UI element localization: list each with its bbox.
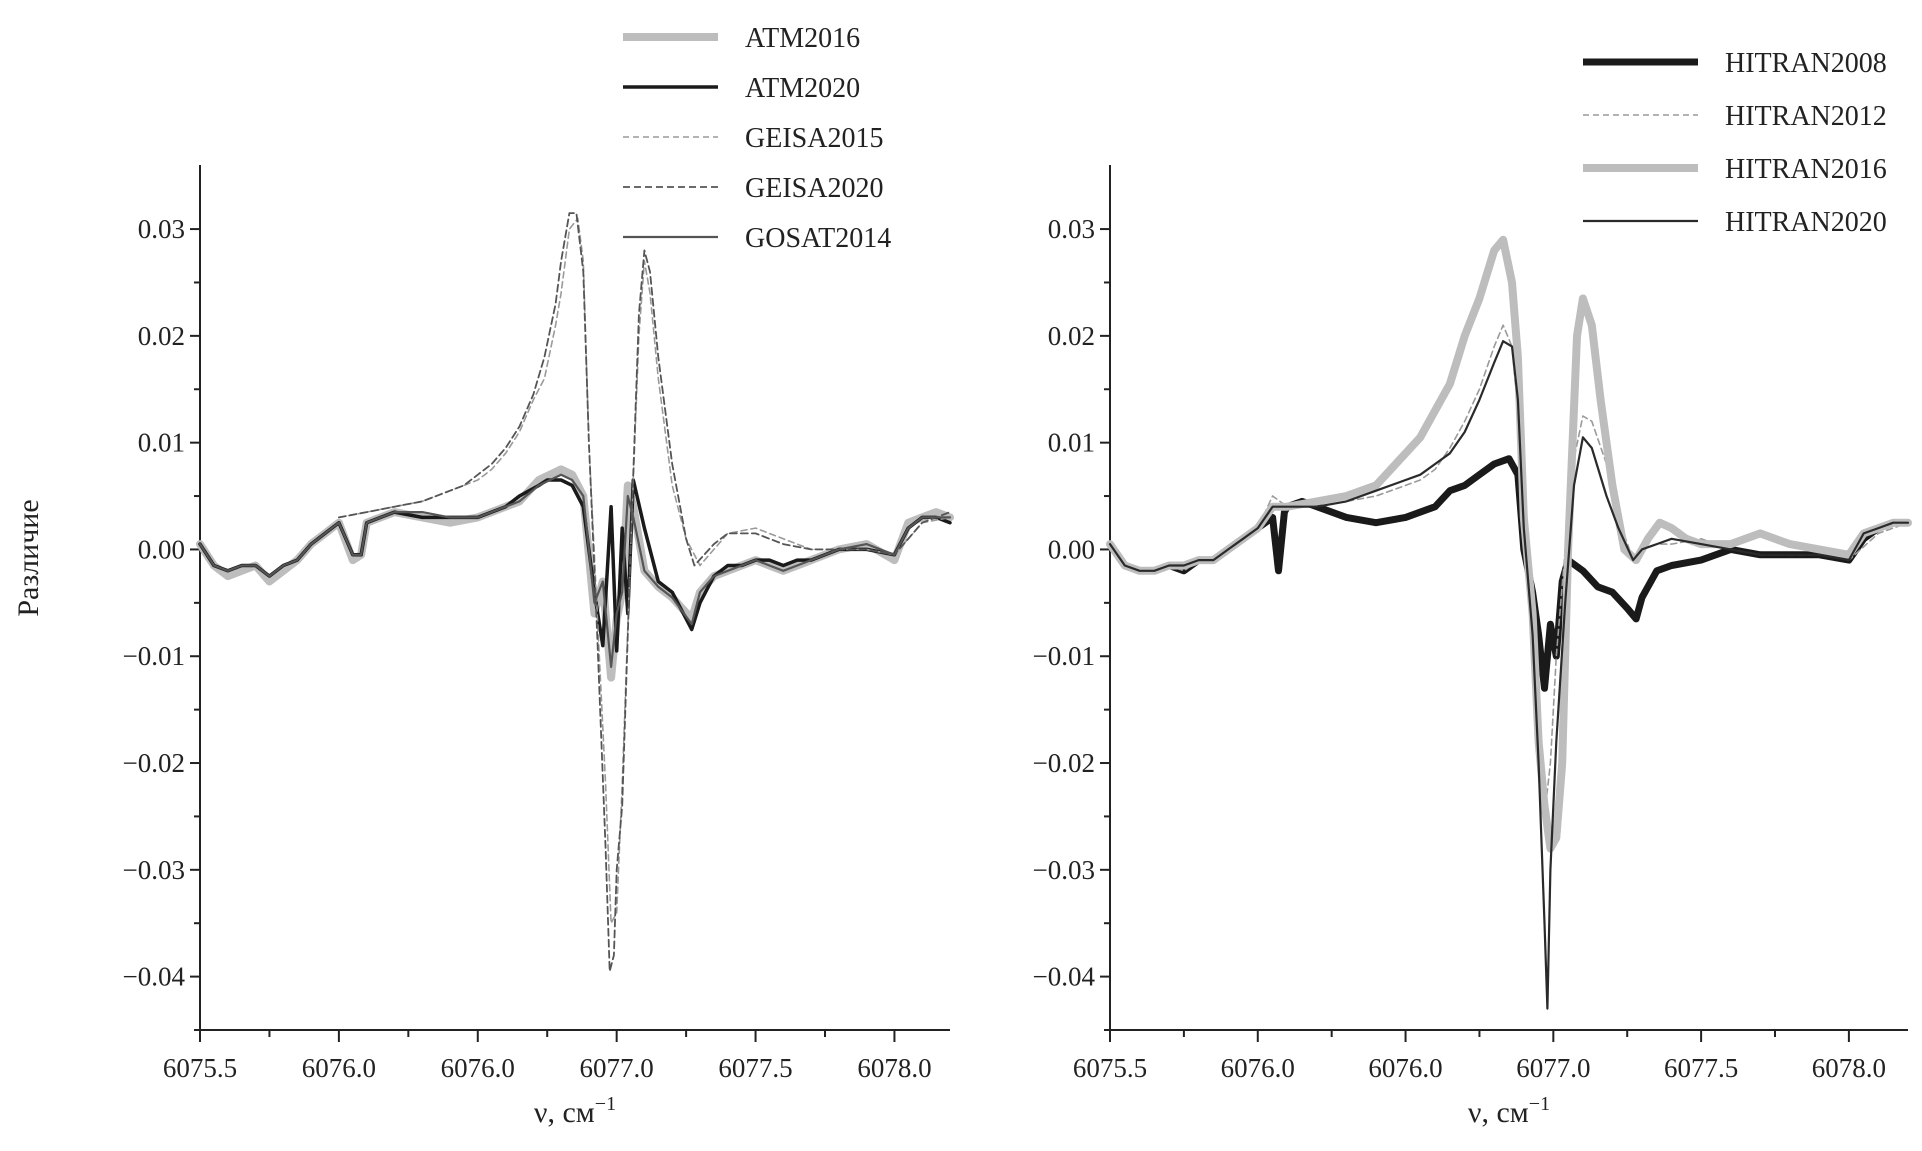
series-line-hitran2016 [1106,235,1912,853]
x-tick-label: 6077.0 [1516,1053,1590,1083]
legend-label-gosat2014: GOSAT2014 [745,223,891,254]
y-tick-label: −0.03 [123,855,185,885]
x-tick-label: 6075.5 [163,1053,237,1083]
x-tick-label: 6077.5 [718,1053,792,1083]
y-tick-label: 0.00 [138,534,185,564]
y-tick-label: −0.01 [123,641,185,671]
y-tick-label: 0.03 [1048,214,1095,244]
y-tick-label: 0.01 [1048,428,1095,458]
legend-label-atm2016: ATM2016 [745,23,860,54]
series-line-hitran2012 [1109,324,1909,818]
series-line-atm2016 [196,465,954,682]
y-tick-label: −0.02 [1033,748,1095,778]
legend-label-hitran2020: HITRAN2020 [1725,207,1887,238]
x-tick-label: 6077.0 [580,1053,654,1083]
legend-label-atm2020: ATM2020 [745,73,860,104]
chart-right: 0.03 0.02 0.01 0.00 −0.01 −0.02 −0.03 −0.04 6075… [1033,48,1912,1129]
x-tick-label: 6076.0 [302,1053,376,1083]
legend-label-hitran2008: HITRAN2008 [1725,48,1887,79]
legend-label-hitran2012: HITRAN2012 [1725,101,1887,132]
series-line-atm2020 [198,478,952,653]
y-tick-label: 0.00 [1048,534,1095,564]
x-axis-title-sup: −1 [595,1093,616,1115]
series-line-gosat2014 [198,473,952,669]
y-tick-label: 0.03 [138,214,185,244]
y-tick-label: −0.04 [1033,962,1096,992]
x-axis-title-sup: −1 [1529,1093,1550,1115]
x-tick-label: 6076.0 [1368,1053,1442,1083]
legend-label-hitran2016: HITRAN2016 [1725,154,1887,185]
series-line-hitran2020 [1108,340,1910,1010]
y-tick-label: −0.02 [123,748,185,778]
y-tick-label: 0.02 [1048,321,1095,351]
y-tick-label: −0.01 [1033,641,1095,671]
x-axis-title: ν, см−1 [1468,1093,1550,1129]
series-line-hitran2008 [1106,455,1912,692]
series-line-geisa2020 [337,212,951,973]
legend-label-geisa2020: GEISA2020 [745,173,883,204]
series-line-geisa2015 [338,217,951,925]
x-tick-label: 6076.0 [1221,1053,1295,1083]
y-tick-label: −0.04 [123,962,186,992]
x-tick-label: 6076.0 [441,1053,515,1083]
y-tick-label: 0.02 [138,321,185,351]
x-tick-label: 6077.5 [1664,1053,1738,1083]
x-tick-label: 6078.0 [857,1053,931,1083]
x-axis-title: ν, см−1 [534,1093,616,1129]
figure-ylabel: Различие [12,499,45,616]
y-tick-label: 0.01 [138,428,185,458]
x-tick-label: 6075.5 [1073,1053,1147,1083]
y-tick-label: −0.03 [1033,855,1095,885]
legend-label-geisa2015: GEISA2015 [745,123,883,154]
chart-left: 0.03 0.02 0.01 0.00 −0.01 −0.02 −0.03 −0.04 6075… [123,23,954,1129]
x-tick-label: 6078.0 [1812,1053,1886,1083]
